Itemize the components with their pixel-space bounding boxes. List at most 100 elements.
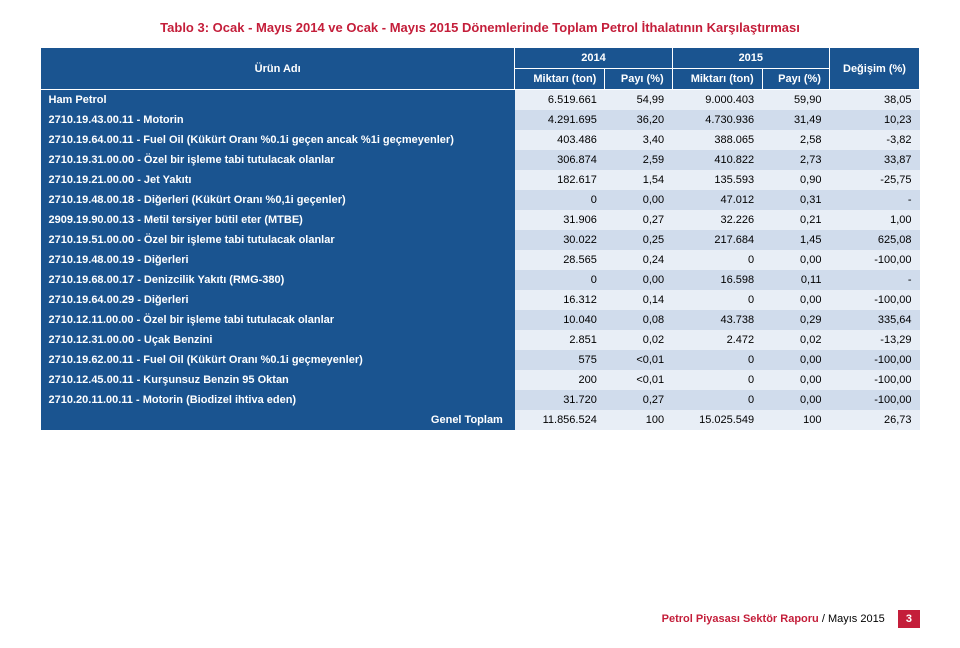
footer-sep: / [819,613,828,625]
cell-share-2014: 0,14 [605,290,672,310]
table-row: 2909.19.90.00.13 - Metil tersiyer bütil … [41,210,920,230]
cell-share-2015: 0,00 [762,390,829,410]
cell-share-2015: 0,00 [762,250,829,270]
cell-share-2015: 0,29 [762,310,829,330]
cell-product: 2710.12.11.00.00 - Özel bir işleme tabi … [41,310,515,330]
cell-qty-2014: 182.617 [515,170,605,190]
table-row: 2710.19.62.00.11 - Fuel Oil (Kükürt Oran… [41,350,920,370]
footer-sector: Petrol Piyasası Sektör Raporu [662,613,819,625]
cell-change: -13,29 [829,330,919,350]
cell-product: 2710.19.48.00.18 - Diğerleri (Kükürt Ora… [41,190,515,210]
cell-share-2015: 0,00 [762,290,829,310]
cell-total-qty-2015: 15.025.549 [672,410,762,430]
cell-product: 2710.20.11.00.11 - Motorin (Biodizel iht… [41,390,515,410]
cell-product: 2710.19.64.00.11 - Fuel Oil (Kükürt Oran… [41,130,515,150]
cell-change: -100,00 [829,350,919,370]
cell-change: -25,75 [829,170,919,190]
cell-share-2014: 0,24 [605,250,672,270]
cell-qty-2014: 2.851 [515,330,605,350]
cell-total-qty-2014: 11.856.524 [515,410,605,430]
cell-share-2015: 2,58 [762,130,829,150]
cell-share-2014: 1,54 [605,170,672,190]
cell-qty-2014: 31.906 [515,210,605,230]
cell-share-2015: 0,31 [762,190,829,210]
cell-qty-2014: 4.291.695 [515,110,605,130]
cell-qty-2014: 575 [515,350,605,370]
cell-qty-2014: 6.519.661 [515,90,605,111]
cell-change: -100,00 [829,290,919,310]
cell-qty-2015: 0 [672,370,762,390]
cell-change: - [829,190,919,210]
cell-qty-2014: 10.040 [515,310,605,330]
cell-change: 33,87 [829,150,919,170]
table-total-row: Genel Toplam11.856.52410015.025.54910026… [41,410,920,430]
cell-qty-2015: 0 [672,390,762,410]
cell-change: 625,08 [829,230,919,250]
cell-share-2014: 54,99 [605,90,672,111]
col-product: Ürün Adı [41,48,515,90]
cell-share-2015: 59,90 [762,90,829,111]
cell-change: 10,23 [829,110,919,130]
cell-qty-2015: 47.012 [672,190,762,210]
cell-qty-2014: 31.720 [515,390,605,410]
cell-qty-2015: 2.472 [672,330,762,350]
cell-share-2014: 0,27 [605,210,672,230]
cell-qty-2014: 28.565 [515,250,605,270]
cell-product: 2710.19.68.00.17 - Denizcilik Yakıtı (RM… [41,270,515,290]
cell-qty-2015: 135.593 [672,170,762,190]
cell-qty-2014: 0 [515,270,605,290]
cell-share-2014: 0,08 [605,310,672,330]
cell-share-2015: 0,02 [762,330,829,350]
col-year-2015: 2015 [672,48,829,69]
cell-share-2014: 0,25 [605,230,672,250]
cell-qty-2015: 388.065 [672,130,762,150]
cell-qty-2014: 306.874 [515,150,605,170]
cell-qty-2014: 403.486 [515,130,605,150]
cell-share-2015: 0,11 [762,270,829,290]
col-year-2014: 2014 [515,48,672,69]
cell-change: - [829,270,919,290]
cell-share-2015: 0,00 [762,350,829,370]
col-share-2014: Payı (%) [605,69,672,90]
cell-change: 38,05 [829,90,919,111]
cell-share-2014: 2,59 [605,150,672,170]
cell-qty-2014: 30.022 [515,230,605,250]
cell-share-2014: 0,27 [605,390,672,410]
table-title: Tablo 3: Ocak - Mayıs 2014 ve Ocak - May… [40,20,920,35]
cell-qty-2015: 4.730.936 [672,110,762,130]
col-change: Değişim (%) [829,48,919,90]
cell-share-2015: 0,00 [762,370,829,390]
table-row: 2710.19.64.00.29 - Diğerleri16.3120,1400… [41,290,920,310]
cell-change: 1,00 [829,210,919,230]
col-share-2015: Payı (%) [762,69,829,90]
cell-qty-2015: 32.226 [672,210,762,230]
cell-qty-2014: 16.312 [515,290,605,310]
cell-product: 2710.19.64.00.29 - Diğerleri [41,290,515,310]
footer-date: Mayıs 2015 [828,613,885,625]
table-row: 2710.19.48.00.18 - Diğerleri (Kükürt Ora… [41,190,920,210]
table-row: 2710.19.48.00.19 - Diğerleri28.5650,2400… [41,250,920,270]
table-row: 2710.19.51.00.00 - Özel bir işleme tabi … [41,230,920,250]
comparison-table: Ürün Adı 2014 2015 Değişim (%) Miktarı (… [40,47,920,430]
cell-share-2014: 3,40 [605,130,672,150]
cell-product: Ham Petrol [41,90,515,111]
cell-product: 2909.19.90.00.13 - Metil tersiyer bütil … [41,210,515,230]
table-row: 2710.19.64.00.11 - Fuel Oil (Kükürt Oran… [41,130,920,150]
table-row: 2710.19.43.00.11 - Motorin4.291.69536,20… [41,110,920,130]
cell-product: 2710.19.43.00.11 - Motorin [41,110,515,130]
table-row: 2710.19.68.00.17 - Denizcilik Yakıtı (RM… [41,270,920,290]
col-qty-2014: Miktarı (ton) [515,69,605,90]
cell-qty-2015: 0 [672,350,762,370]
cell-total-share-2015: 100 [762,410,829,430]
cell-change: -100,00 [829,370,919,390]
table-row: 2710.12.45.00.11 - Kurşunsuz Benzin 95 O… [41,370,920,390]
cell-qty-2015: 0 [672,290,762,310]
page-footer: Petrol Piyasası Sektör Raporu / Mayıs 20… [40,610,920,628]
cell-qty-2014: 200 [515,370,605,390]
cell-share-2014: 0,02 [605,330,672,350]
cell-change: -100,00 [829,250,919,270]
cell-qty-2015: 43.738 [672,310,762,330]
cell-change: 335,64 [829,310,919,330]
cell-product: 2710.12.45.00.11 - Kurşunsuz Benzin 95 O… [41,370,515,390]
cell-share-2015: 2,73 [762,150,829,170]
